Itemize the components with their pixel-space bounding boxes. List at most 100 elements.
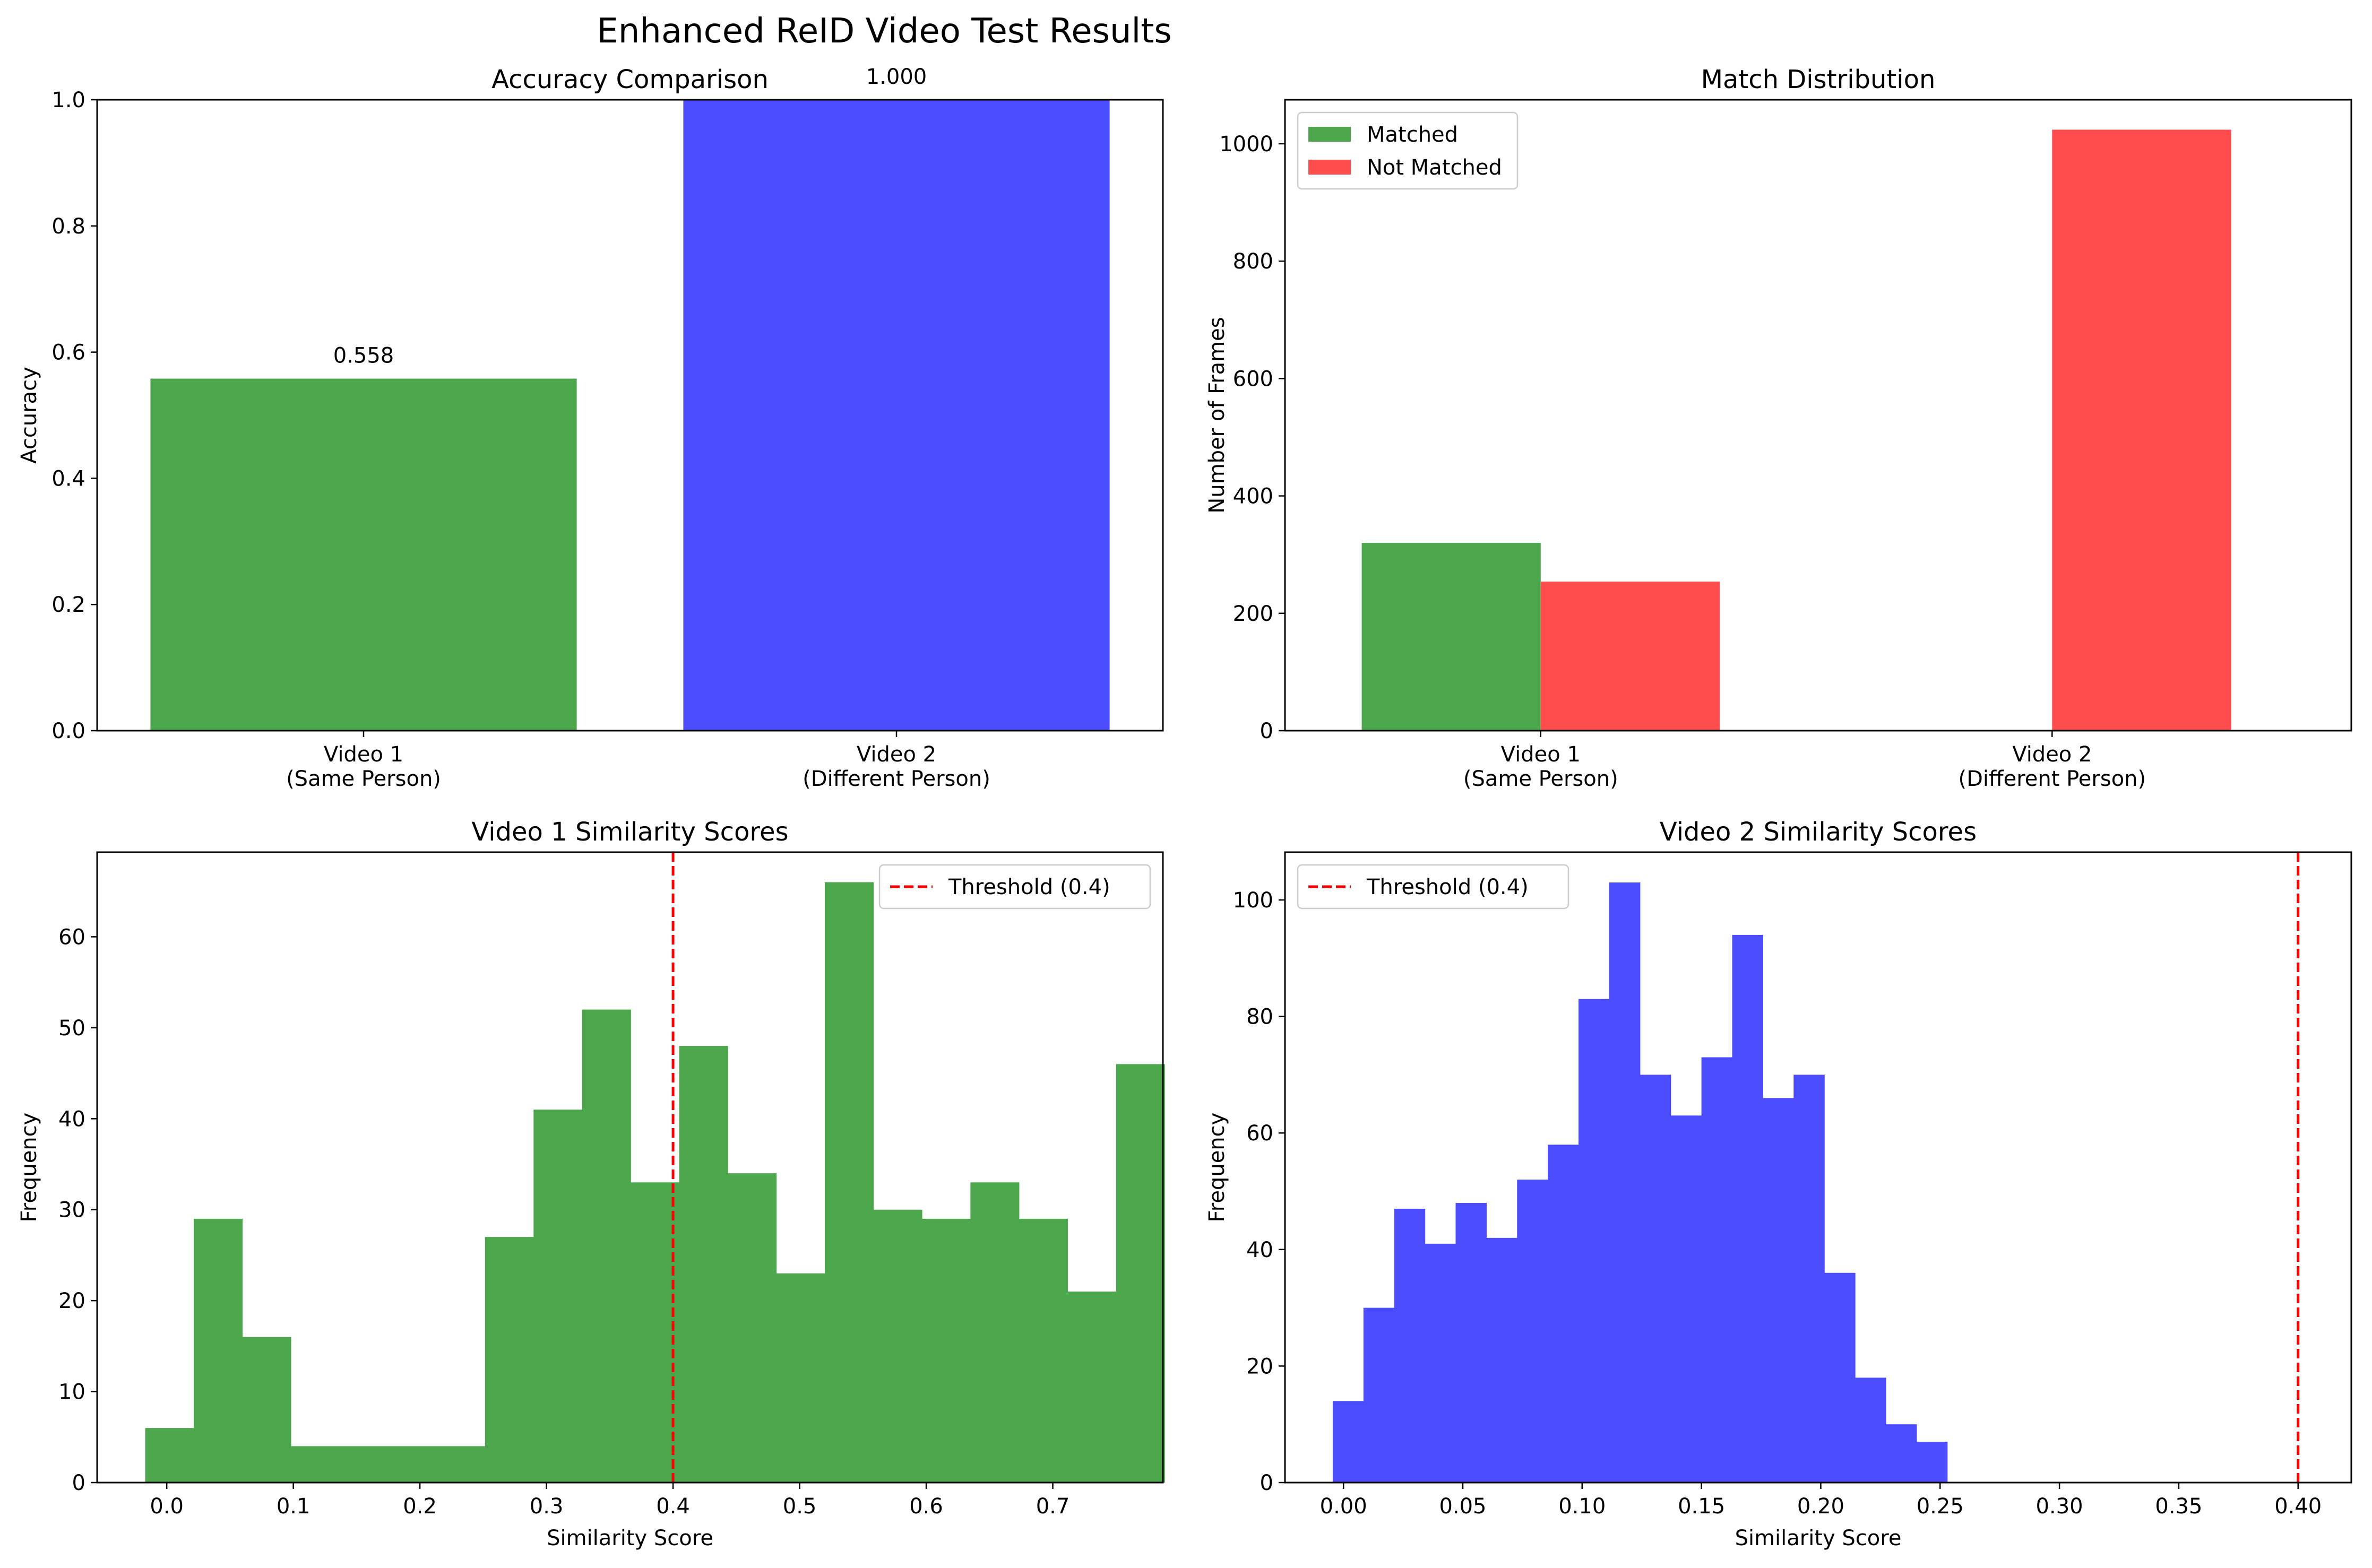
legend-swatch [1308, 160, 1351, 175]
y-tick-label: 100 [1233, 888, 1273, 913]
subplot-title: Accuracy Comparison [491, 65, 769, 94]
y-tick-label: 0 [1260, 1471, 1273, 1495]
histogram-bin [1517, 1180, 1548, 1483]
histogram-bin [1425, 1243, 1456, 1483]
legend-label: Matched [1367, 123, 1458, 147]
y-tick-label: 800 [1233, 249, 1273, 274]
histogram-bin [387, 1446, 437, 1483]
x-tick-label-line: Video 1 [324, 742, 403, 767]
histogram-bin [825, 882, 874, 1483]
axes-frame [1284, 851, 2352, 1484]
y-tick-label: 60 [58, 925, 85, 949]
histogram-bin [1455, 1202, 1487, 1483]
y-tick-label: 0.4 [51, 466, 85, 491]
y-tick-label: 0.8 [51, 214, 85, 239]
x-axis-label: Similarity Score [547, 1526, 713, 1550]
histogram-bin [873, 1209, 922, 1483]
legend-label: Not Matched [1367, 155, 1502, 180]
histogram-bin [1824, 1272, 1856, 1483]
y-tick-label: 80 [1246, 1005, 1273, 1029]
histogram-bin [970, 1182, 1020, 1483]
histogram-bin [1548, 1145, 1579, 1483]
histogram-bin [1332, 1401, 1364, 1483]
x-tick-label: 0.6 [909, 1494, 943, 1519]
y-tick-label: 40 [1246, 1238, 1273, 1262]
x-tick-label: 0.2 [403, 1494, 437, 1519]
y-axis-label: Number of Frames [1205, 317, 1229, 513]
histogram-bin [339, 1446, 389, 1483]
subplot-title: Video 1 Similarity Scores [471, 817, 788, 847]
histogram-bin [1763, 1098, 1794, 1483]
x-tick-label: 0.20 [1797, 1494, 1844, 1519]
x-tick-label: 0.30 [2036, 1494, 2083, 1519]
legend-label: Threshold (0.4) [1366, 875, 1529, 899]
histogram-bin [1670, 1115, 1702, 1483]
video2-similarity-chart: 0.00 0.05 0.10 0.15 0.20 0.25 0.30 0.35 0.40 0 20 4… [1205, 817, 2352, 1550]
histogram-bin [1486, 1237, 1517, 1483]
y-axis-label: Frequency [1205, 1113, 1229, 1223]
y-tick-label: 0.6 [51, 341, 85, 365]
accuracy-bar [683, 100, 1110, 731]
histogram-bin [290, 1446, 340, 1483]
x-tick-label-line: (Different Person) [803, 767, 990, 791]
histogram-bin [1067, 1292, 1117, 1483]
histogram-bin [776, 1273, 825, 1483]
axes-frame [96, 851, 1164, 1484]
y-tick-label: 50 [58, 1016, 85, 1041]
y-tick-label: 30 [58, 1198, 85, 1223]
video1-similarity-chart: 0.0 0.1 0.2 0.3 0.4 0.5 0.6 0.7 0 10 20 30 40 50 60 Fre… [17, 817, 1165, 1550]
figure-title: Enhanced ReID Video Test Results [597, 12, 1171, 51]
y-axis-label: Accuracy [17, 367, 41, 464]
y-tick-label: 20 [58, 1289, 85, 1313]
histogram-bin [582, 1009, 631, 1483]
y-tick-label: 0 [1260, 719, 1273, 743]
histogram-bin [728, 1173, 777, 1483]
axes-frame [96, 99, 1164, 732]
accuracy-bar [150, 378, 577, 731]
histogram-bin [194, 1218, 243, 1483]
y-tick-label: 0 [72, 1471, 85, 1495]
x-axis-label: Similarity Score [1735, 1526, 1902, 1550]
histogram-bin [679, 1046, 728, 1483]
x-tick-label: 0.35 [2155, 1494, 2202, 1519]
histogram-bin [1885, 1424, 1917, 1483]
x-tick-label: 0.7 [1036, 1494, 1070, 1519]
y-tick-label: 0.0 [51, 719, 85, 743]
y-tick-label: 20 [1246, 1354, 1273, 1379]
x-tick-label: 0.05 [1439, 1494, 1486, 1519]
x-tick-label: 0.00 [1320, 1494, 1367, 1519]
x-tick-label: 0.10 [1558, 1494, 1606, 1519]
histogram-bin [1609, 882, 1641, 1483]
y-tick-label: 1.0 [51, 88, 85, 112]
histogram-bin [921, 1218, 971, 1483]
y-tick-label: 0.2 [51, 593, 85, 617]
histogram-bin [1793, 1075, 1825, 1483]
histogram-bin [1701, 1057, 1733, 1483]
accuracy-comparison-chart: 0.558 Video 1(Same Person) 1.000 Video 2(Di… [17, 65, 1164, 791]
x-tick-label: Video 2(Different Person) [1959, 742, 2146, 791]
subplot-title: Match Distribution [1701, 65, 1936, 94]
legend-box [1297, 864, 1569, 909]
match-bar [2052, 129, 2231, 731]
y-axis-label: Frequency [17, 1113, 41, 1223]
x-tick-label: 0.5 [783, 1494, 817, 1519]
histogram-bin [242, 1337, 291, 1483]
axes-frame [1284, 99, 2352, 732]
histogram-bin [436, 1446, 486, 1483]
histogram-bin [1855, 1378, 1886, 1483]
legend: Matched Not Matched [1297, 111, 1519, 190]
legend: Threshold (0.4) [878, 864, 1151, 909]
histogram-bin [1640, 1075, 1671, 1483]
legend-label: Threshold (0.4) [948, 875, 1110, 899]
x-tick-label: 0.4 [656, 1494, 690, 1519]
match-bar [1361, 543, 1541, 731]
histogram-bin [1394, 1208, 1426, 1483]
histogram-bin [145, 1428, 194, 1483]
histogram-bin [485, 1237, 534, 1483]
y-tick-label: 600 [1233, 367, 1273, 391]
histogram-bin [1116, 1064, 1165, 1483]
match-bar [1540, 582, 1720, 731]
x-tick-label: 0.40 [2274, 1494, 2322, 1519]
x-tick-label: Video 2(Different Person) [803, 742, 990, 791]
